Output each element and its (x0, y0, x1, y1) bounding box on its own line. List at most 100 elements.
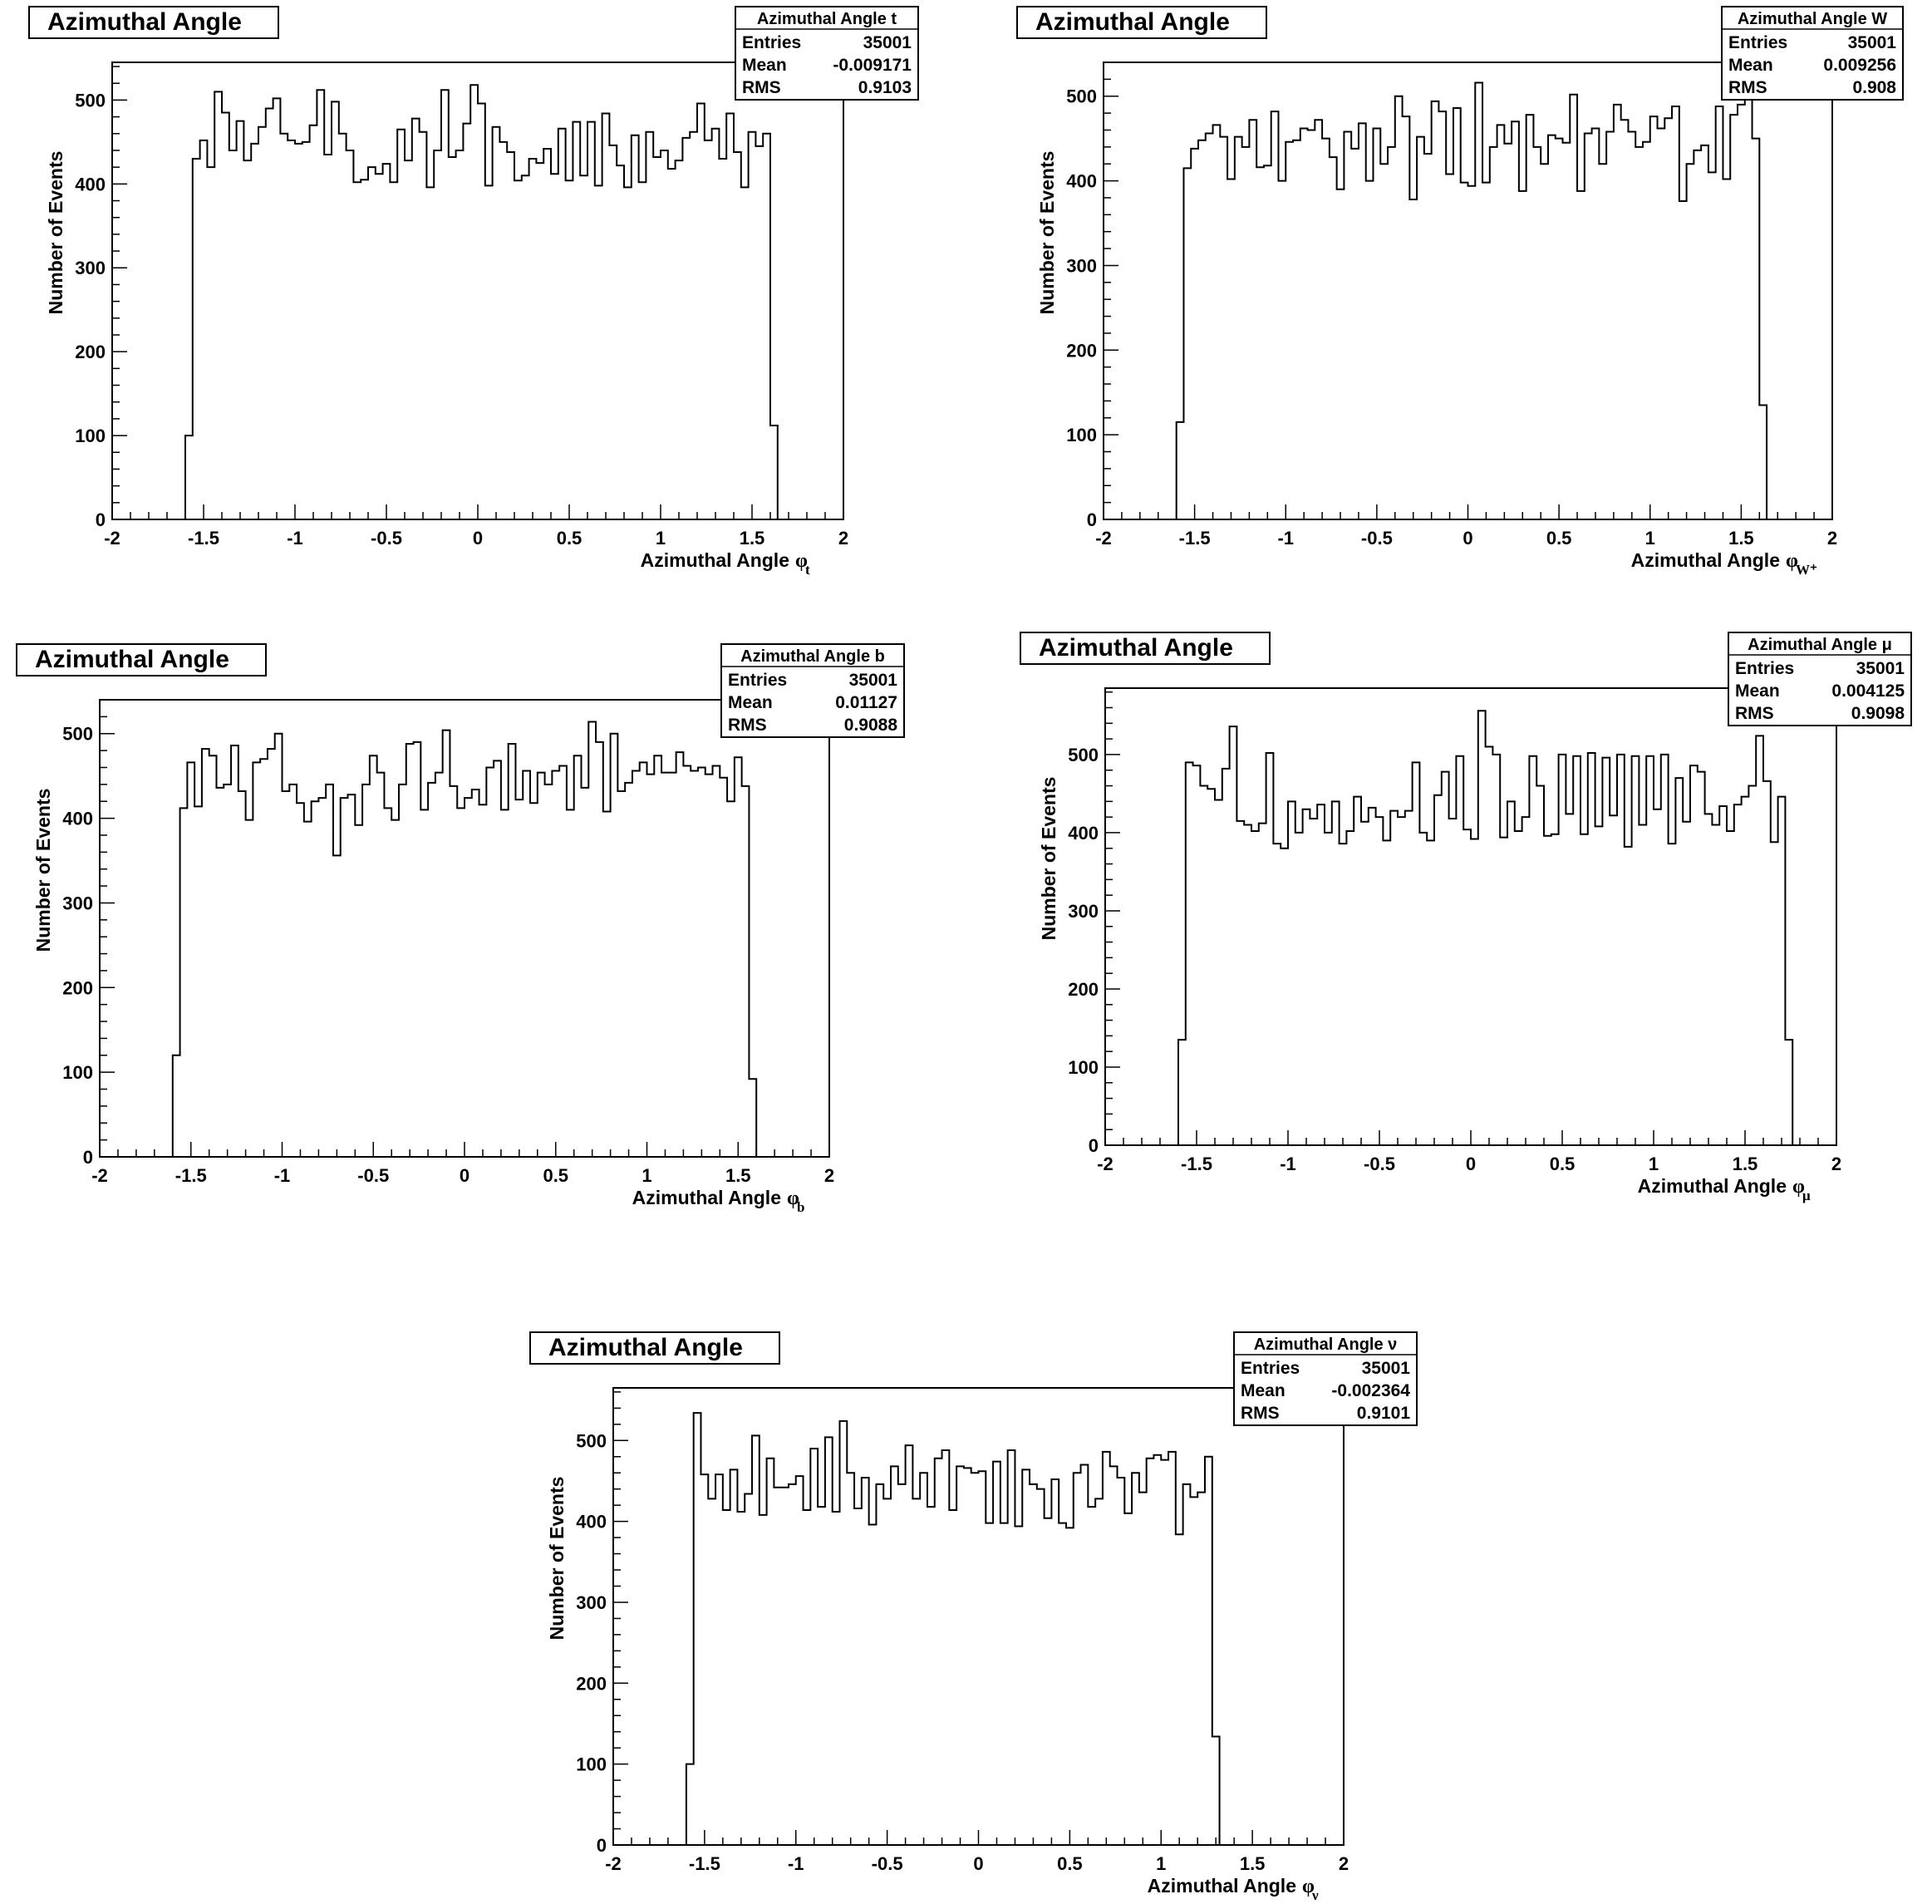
histogram-bin (1632, 756, 1639, 1145)
histogram-bin (730, 1469, 738, 1845)
histogram-bin (1672, 106, 1679, 519)
histogram-bin (275, 734, 283, 1157)
histogram-bin (450, 786, 457, 1157)
x-tick-label: 2 (1339, 1853, 1349, 1874)
histogram-bin (1533, 147, 1541, 519)
histogram-bin (283, 791, 290, 1157)
histogram-bin (1139, 1493, 1147, 1845)
x-tick-label: 0.5 (1057, 1853, 1083, 1874)
histogram-bin (1213, 125, 1221, 519)
histogram-bin (1197, 1493, 1205, 1845)
y-tick-label: 0 (1087, 509, 1097, 530)
histogram-bin (1478, 711, 1486, 1145)
histogram-bin (297, 803, 304, 1157)
x-axis-title: Azimuthal Angle (632, 1187, 781, 1208)
stats-box (1233, 1331, 1418, 1426)
stats-entries-value: 35001 (849, 671, 898, 690)
histogram-bin (1074, 1473, 1081, 1845)
histogram-series-line (184, 84, 779, 519)
stats-entries-label: Entries (1728, 33, 1787, 52)
histogram-bin (538, 773, 545, 1157)
histogram-bin (545, 785, 553, 1157)
histogram-bin (734, 152, 741, 519)
histogram-bin (324, 155, 332, 519)
histogram-bin (1759, 406, 1767, 520)
stats-rms-label: RMS (1735, 704, 1774, 723)
x-tick-label: 0 (473, 528, 483, 549)
stats-name: Azimuthal Angle μ (1748, 636, 1892, 654)
histogram-bin (698, 767, 705, 1157)
x-axis-subscript: μ (1802, 1188, 1811, 1203)
stats-rms-value: 0.9088 (844, 716, 898, 735)
histogram-bin (752, 1435, 760, 1845)
x-axis-symbol: φ (1786, 550, 1798, 572)
histogram-bin (260, 759, 268, 1157)
y-tick-label: 500 (1066, 86, 1097, 107)
histogram-bin (749, 132, 756, 519)
histogram-bin (1147, 1459, 1154, 1845)
histogram-bin (1193, 765, 1201, 1145)
histogram-bin (1388, 147, 1395, 519)
histogram-bin (1690, 765, 1698, 1145)
histogram-bin (1383, 840, 1390, 1145)
y-tick-label: 400 (75, 174, 106, 194)
y-tick-label: 500 (576, 1430, 607, 1451)
histogram-bin (266, 109, 273, 519)
histogram-bin (1235, 137, 1242, 519)
histogram-bin (927, 1507, 935, 1845)
stats-mean-label: Mean (1735, 681, 1780, 701)
histogram-bin (1606, 132, 1614, 519)
histogram-bin (1716, 106, 1723, 519)
histogram-bin (1563, 143, 1571, 519)
histogram-bin (558, 129, 566, 519)
histogram-bin (581, 788, 588, 1157)
histogram-bin (1727, 831, 1734, 1145)
histogram-bin (499, 142, 507, 519)
histogram-bin (566, 180, 573, 519)
histogram-bin (862, 1478, 869, 1845)
stats-rms-value: 0.9098 (1851, 704, 1905, 723)
histogram-bin (587, 122, 595, 519)
stats-entries-label: Entries (728, 671, 787, 690)
stats-box (735, 6, 919, 101)
x-axis-subscript: W⁺ (1796, 562, 1817, 578)
histogram-bin (639, 182, 646, 519)
x-tick-label: -1 (274, 1165, 291, 1186)
histogram-bin (1698, 772, 1705, 1145)
histogram-bin (810, 1449, 818, 1845)
histogram-bin (1310, 819, 1317, 1145)
stats-box (1721, 6, 1904, 101)
histogram-bin (1230, 726, 1237, 1145)
histogram-bin (435, 773, 443, 1157)
histogram-bin (796, 1476, 804, 1845)
histogram-bin (1405, 811, 1413, 1145)
histogram-bin (1376, 817, 1384, 1145)
histogram-bin (854, 1508, 862, 1845)
histogram-bin (986, 1523, 993, 1845)
histogram-bin (1373, 128, 1380, 519)
histogram-bin (551, 174, 558, 519)
stats-entries-label: Entries (1241, 1359, 1300, 1378)
histogram-bin (1103, 1452, 1110, 1845)
histogram-bin (1595, 826, 1603, 1145)
chart-title: Azimuthal Angle (35, 646, 229, 673)
histogram-bin (1658, 128, 1665, 519)
histogram-bin (1413, 762, 1420, 1145)
x-tick-label: -0.5 (1361, 528, 1393, 549)
histogram-bin (625, 783, 632, 1157)
histogram-bin (246, 820, 253, 1157)
histogram-series-line (685, 1412, 1221, 1845)
histogram-bin (355, 825, 362, 1157)
histogram-bin (420, 132, 427, 519)
histogram-bin (465, 798, 472, 1157)
histogram-bin (1536, 786, 1544, 1145)
histogram-bin (1650, 116, 1658, 519)
x-axis-title: Azimuthal Angle (1148, 1875, 1296, 1897)
histogram-bin (1701, 145, 1708, 519)
y-tick-label: 500 (75, 90, 106, 111)
histogram-bin (1453, 108, 1461, 519)
histogram-bin (737, 1512, 745, 1845)
histogram-bin (1215, 799, 1222, 1145)
x-tick-label: -0.5 (1364, 1154, 1395, 1174)
x-axis-title: Azimuthal Angle (1631, 549, 1780, 571)
